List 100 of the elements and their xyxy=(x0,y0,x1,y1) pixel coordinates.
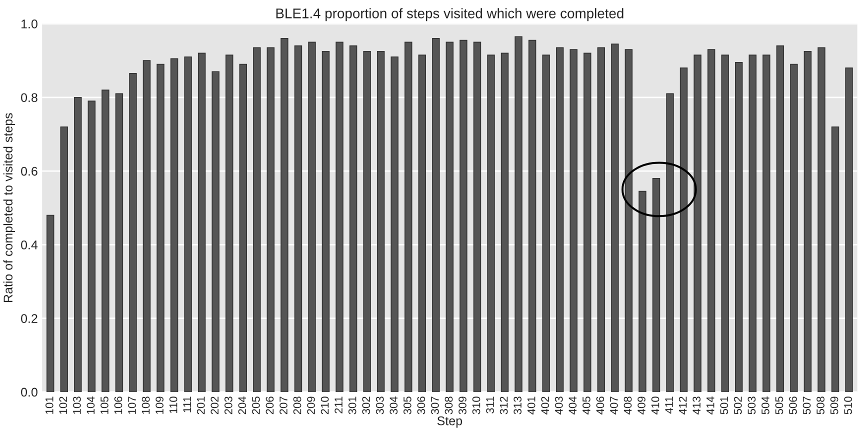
x-tick-label: 304 xyxy=(390,396,398,414)
y-tick-label: 0.8 xyxy=(21,93,38,102)
x-tick-label: 306 xyxy=(417,396,426,414)
bar xyxy=(226,54,234,392)
bar xyxy=(845,68,853,392)
bar xyxy=(748,54,756,392)
x-tick-label: 312 xyxy=(500,396,508,414)
x-tick-label: 502 xyxy=(734,396,742,414)
x-tick-label: 108 xyxy=(142,396,150,414)
x-tick-label: 313 xyxy=(514,396,522,414)
x-tick-label: 310 xyxy=(472,396,480,414)
bar xyxy=(804,50,812,392)
bar xyxy=(500,52,509,392)
x-tick-label: 211 xyxy=(334,396,342,414)
x-tick-label: 207 xyxy=(280,396,288,414)
bar xyxy=(142,60,151,392)
bar xyxy=(556,47,564,392)
bar xyxy=(734,62,743,392)
y-axis-title: Ratio of completed to visited steps xyxy=(3,113,15,302)
bar xyxy=(831,126,840,392)
bar xyxy=(446,42,454,392)
x-tick-label: 402 xyxy=(541,396,550,414)
bar xyxy=(404,42,412,392)
x-tick-label: 102 xyxy=(59,396,68,414)
x-tick-label: 414 xyxy=(706,396,714,414)
x-tick-label: 401 xyxy=(527,396,536,414)
x-tick-label: 407 xyxy=(610,396,618,414)
y-tick-label: 0.2 xyxy=(21,314,38,323)
x-tick-label: 208 xyxy=(293,396,302,414)
bar xyxy=(721,54,729,392)
bar xyxy=(280,38,288,392)
x-tick-label: 507 xyxy=(802,396,811,414)
bar xyxy=(528,40,536,392)
x-tick-label: 403 xyxy=(554,396,563,414)
x-tick-label: 302 xyxy=(362,396,370,414)
bar xyxy=(418,54,426,392)
x-tick-label: 204 xyxy=(238,396,246,414)
x-tick-label: 311 xyxy=(486,396,494,414)
bar xyxy=(88,100,96,392)
bar xyxy=(253,47,261,392)
x-tick-label: 210 xyxy=(320,396,329,414)
bar xyxy=(707,49,716,392)
x-tick-label: 510 xyxy=(844,396,852,414)
x-tick-label: 103 xyxy=(73,396,81,414)
bar xyxy=(336,42,344,392)
bar xyxy=(542,54,550,392)
x-tick-label: 405 xyxy=(582,396,590,414)
y-tick-label: 0.0 xyxy=(21,388,38,397)
x-tick-label: 203 xyxy=(224,396,232,414)
x-tick-label: 305 xyxy=(403,396,412,414)
bar xyxy=(432,38,440,392)
bar xyxy=(584,52,592,392)
bar xyxy=(156,64,164,392)
bar xyxy=(60,126,68,392)
x-tick-label: 503 xyxy=(748,396,756,414)
bar xyxy=(198,52,206,392)
x-tick-label: 110 xyxy=(169,396,178,414)
bar xyxy=(322,50,330,392)
bar xyxy=(102,90,110,392)
bar xyxy=(349,45,358,392)
x-tick-label: 309 xyxy=(458,396,466,414)
x-tick-label: 411 xyxy=(665,396,673,414)
bar xyxy=(184,56,192,392)
bar xyxy=(790,64,798,392)
bar xyxy=(473,42,482,392)
y-tick-label: 1.0 xyxy=(22,20,38,28)
bar xyxy=(74,96,82,392)
bar xyxy=(514,36,522,392)
bar xyxy=(680,68,688,392)
x-tick-label: 308 xyxy=(444,396,453,414)
bar xyxy=(390,56,398,392)
y-tick-label: 0.6 xyxy=(21,166,38,176)
x-tick-label: 508 xyxy=(816,396,824,414)
x-tick-label: 107 xyxy=(128,396,136,414)
x-tick-label: 301 xyxy=(348,396,356,414)
x-tick-label: 303 xyxy=(376,396,384,414)
bar xyxy=(652,178,660,392)
x-tick-label: 505 xyxy=(775,396,784,414)
bar xyxy=(170,58,178,392)
x-tick-label: 307 xyxy=(431,396,439,414)
bar xyxy=(776,45,784,392)
x-tick-label: 105 xyxy=(100,396,108,414)
x-tick-label: 106 xyxy=(114,396,122,414)
x-tick-label: 109 xyxy=(156,396,164,414)
x-tick-label: 412 xyxy=(678,396,687,414)
x-tick-label: 409 xyxy=(638,396,646,414)
x-tick-label: 509 xyxy=(830,396,838,414)
x-tick-label: 101 xyxy=(45,396,54,414)
x-tick-label: 209 xyxy=(307,396,315,414)
x-tick-label: 202 xyxy=(210,396,219,414)
bar xyxy=(694,54,702,392)
bar xyxy=(239,64,247,392)
bar xyxy=(762,54,770,392)
x-tick-label: 501 xyxy=(720,396,728,414)
bar xyxy=(624,49,633,392)
bar xyxy=(266,47,275,392)
chart-title: BLE1.4 proportion of steps visited which were completed xyxy=(276,8,624,22)
x-tick-label: 201 xyxy=(196,396,205,414)
bar xyxy=(666,93,674,392)
bar xyxy=(611,44,619,392)
